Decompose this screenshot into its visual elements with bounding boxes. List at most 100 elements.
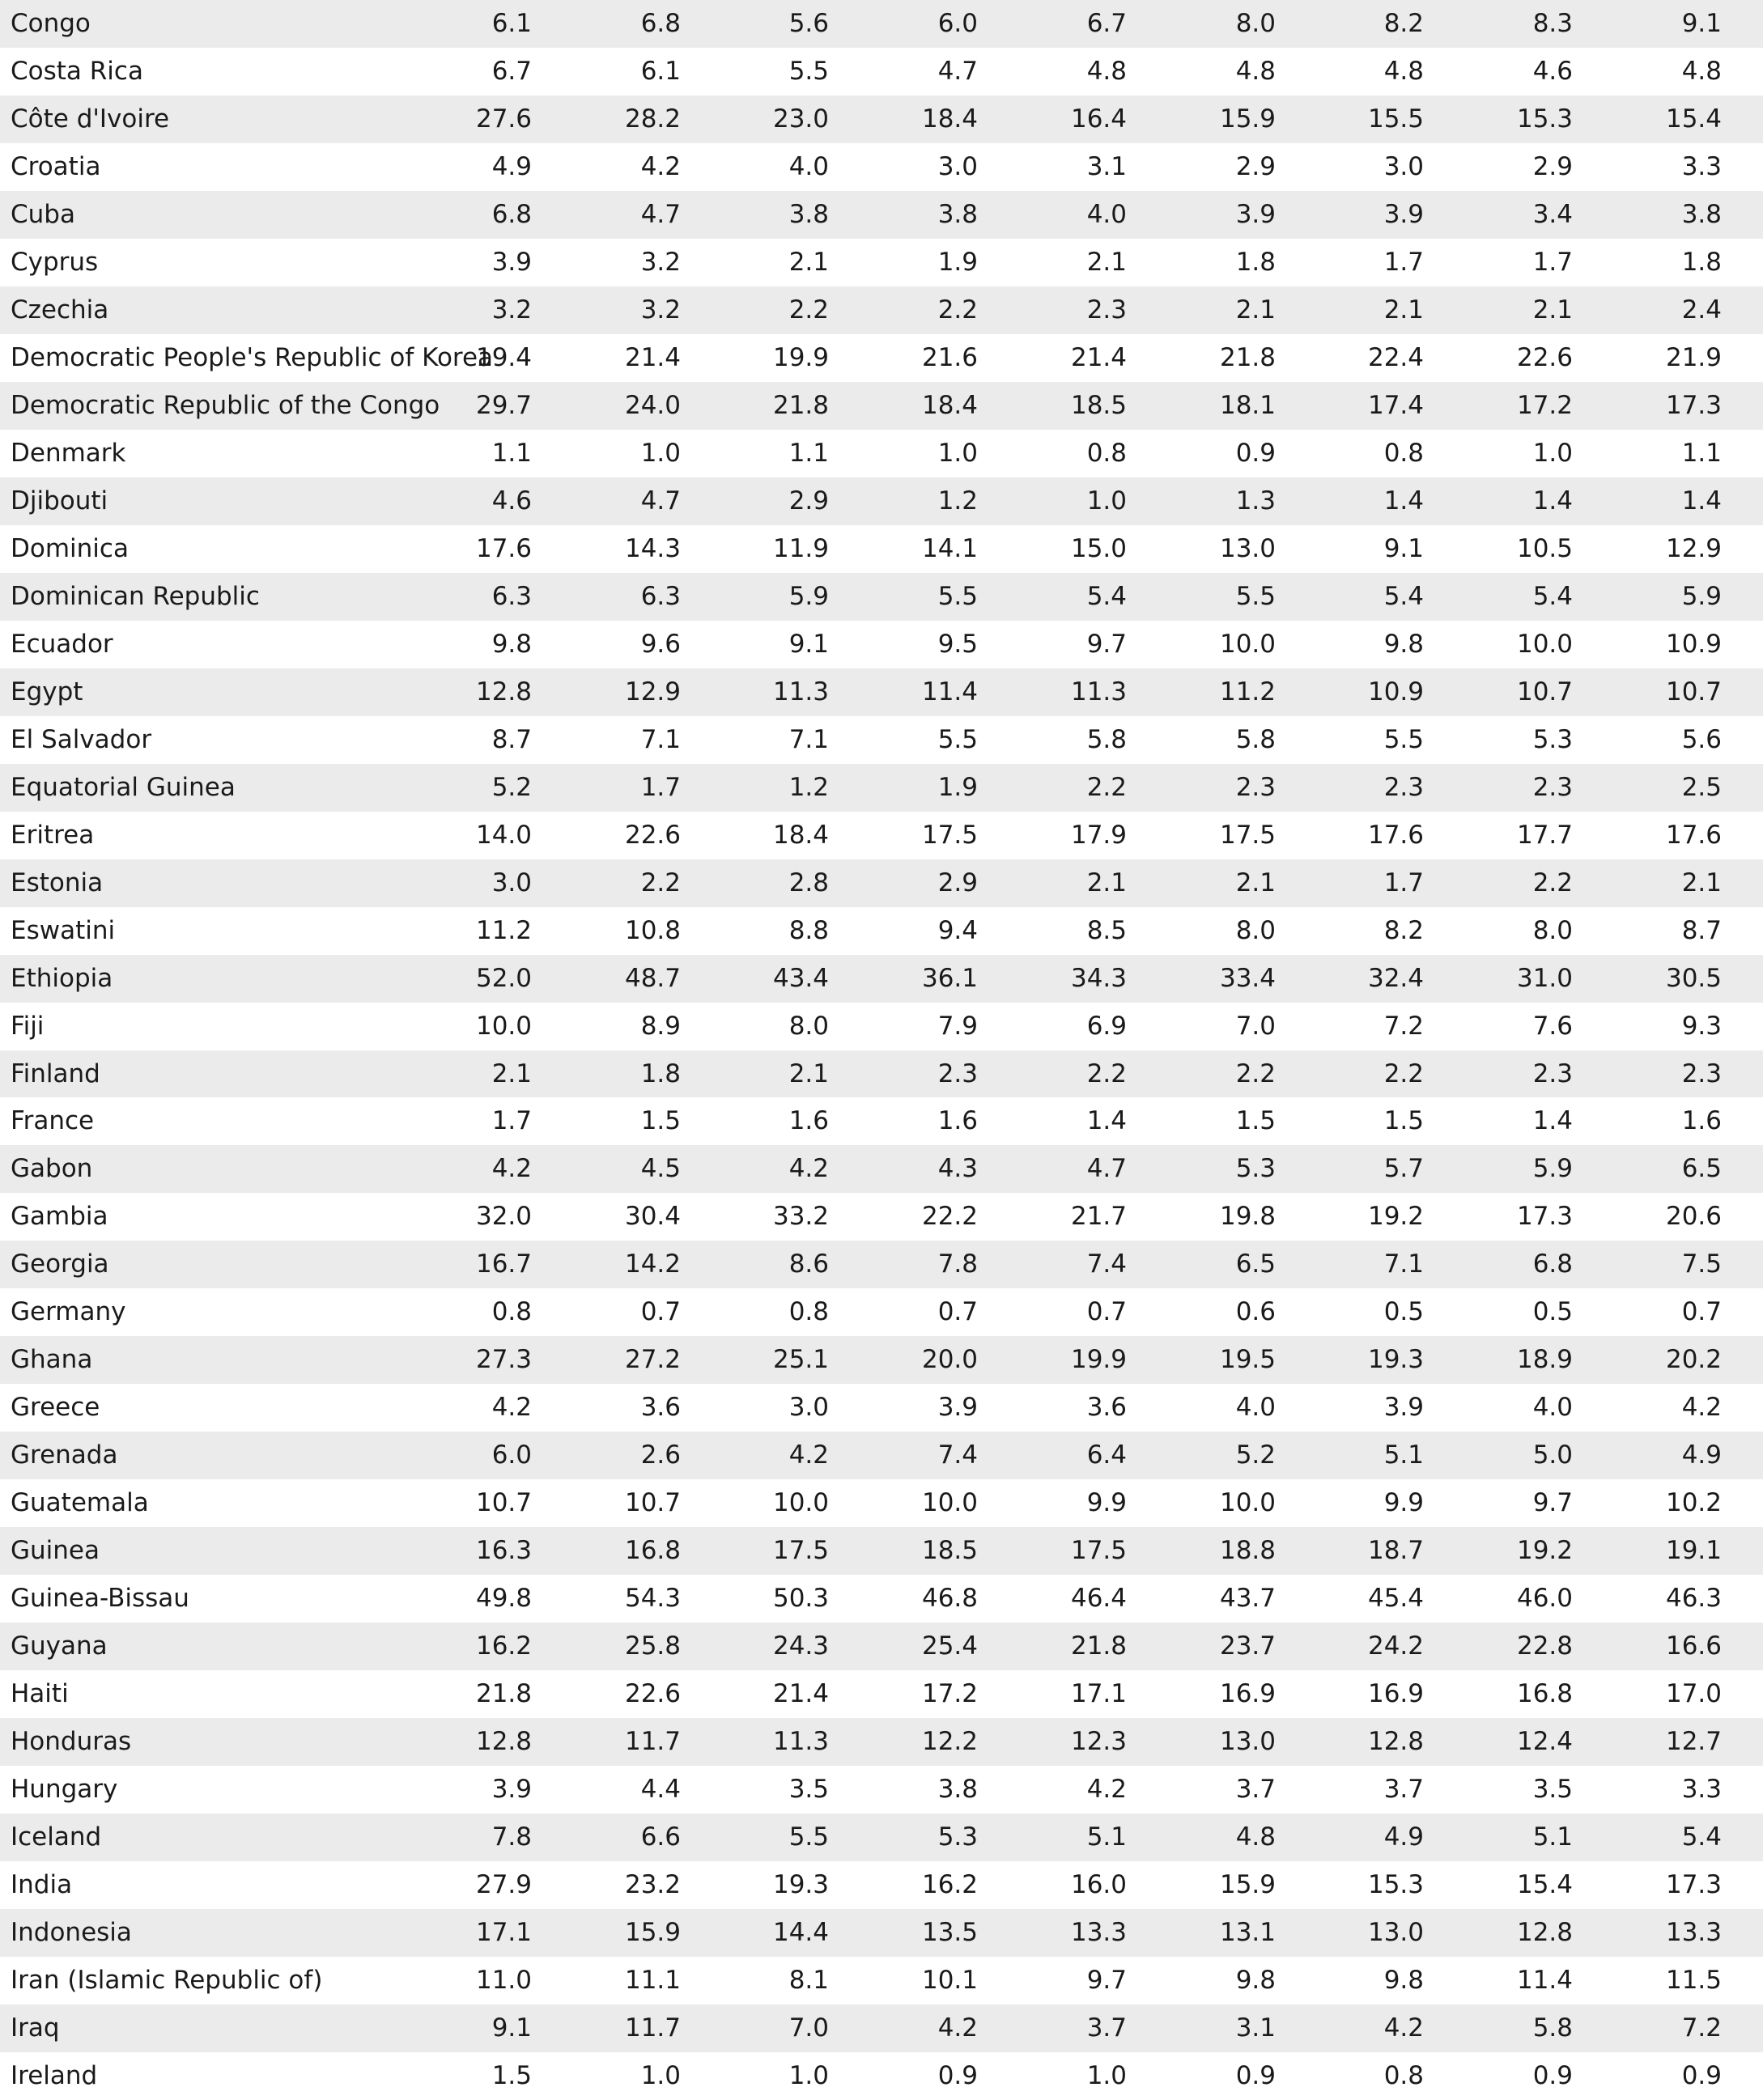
value-cell: 3.6	[1086, 1393, 1127, 1423]
value-cell: 14.4	[772, 1918, 829, 1948]
country-name: Djibouti	[11, 486, 108, 515]
value-cell: 3.2	[491, 295, 532, 325]
value-cell: 22.4	[1367, 342, 1424, 372]
value-cell: 32.0	[475, 1202, 532, 1232]
value-cell: 3.5	[788, 1775, 829, 1805]
value-cell: 21.6	[921, 342, 978, 372]
value-cell: 23.2	[624, 1870, 681, 1900]
value-cell: 5.5	[788, 1822, 829, 1852]
table-row: Côte d'Ivoire 27.6 28.2 23.0 18.4 16.4 15.9 15.…	[0, 95, 1763, 143]
value-cell: 4.2	[1681, 1393, 1722, 1423]
value-cell: 8.2	[1383, 9, 1424, 38]
value-cell: 46.4	[1070, 1584, 1127, 1614]
value-cell: 8.2	[1383, 915, 1424, 945]
country-name: Czechia	[11, 295, 109, 325]
country-name: Costa Rica	[11, 56, 143, 86]
value-cell: 2.2	[1532, 868, 1573, 897]
value-cell: 9.7	[1086, 629, 1127, 659]
country-name: Georgia	[11, 1249, 109, 1279]
value-cell: 0.7	[640, 1297, 681, 1327]
country-name: Ethiopia	[11, 963, 113, 993]
value-cell: 13.0	[1219, 533, 1276, 563]
table-row: Guatemala 10.7 10.7 10.0 10.0 9.9 10.0 9.9 9.7 10…	[0, 1479, 1763, 1527]
value-cell: 5.5	[788, 56, 829, 86]
value-cell: 10.7	[1516, 677, 1573, 706]
value-cell: 10.0	[772, 1488, 829, 1518]
value-cell: 10.8	[624, 915, 681, 945]
table-row: Iceland 7.8 6.6 5.5 5.3 5.1 4.8 4.9 5.1 5.4	[0, 1814, 1763, 1862]
value-cell: 17.0	[1665, 1679, 1722, 1709]
value-cell: 17.3	[1665, 1870, 1722, 1900]
value-cell: 6.1	[640, 56, 681, 86]
value-cell: 1.5	[640, 1106, 681, 1136]
value-cell: 2.8	[788, 868, 829, 897]
value-cell: 15.0	[1070, 533, 1127, 563]
value-cell: 21.4	[624, 342, 681, 372]
value-cell: 14.2	[624, 1249, 681, 1279]
value-cell: 5.5	[937, 581, 978, 611]
value-cell: 10.0	[921, 1488, 978, 1518]
value-cell: 45.4	[1367, 1584, 1424, 1614]
table-row: Iraq 9.1 11.7 7.0 4.2 3.7 3.1 4.2 5.8 7.2	[0, 2005, 1763, 2052]
table-row: Gabon 4.2 4.5 4.2 4.3 4.7 5.3 5.7 5.9 6.5	[0, 1145, 1763, 1194]
value-cell: 21.9	[1665, 342, 1722, 372]
value-cell: 23.0	[772, 104, 829, 134]
table-row: Guyana 16.2 25.8 24.3 25.4 21.8 23.7 24.2 22.8 16…	[0, 1623, 1763, 1671]
value-cell: 6.0	[937, 9, 978, 38]
value-cell: 48.7	[624, 963, 681, 993]
country-name: Haiti	[11, 1679, 69, 1709]
value-cell: 11.5	[1665, 1966, 1722, 1996]
value-cell: 19.3	[772, 1870, 829, 1900]
value-cell: 33.2	[772, 1202, 829, 1232]
value-cell: 10.7	[624, 1488, 681, 1518]
table-row: Croatia 4.9 4.2 4.0 3.0 3.1 2.9 3.0 2.9 3.3	[0, 143, 1763, 191]
value-cell: 2.9	[1532, 151, 1573, 181]
value-cell: 4.2	[491, 1393, 532, 1423]
value-cell: 1.6	[1681, 1106, 1722, 1136]
table-row: France 1.7 1.5 1.6 1.6 1.4 1.5 1.5 1.4 1.6	[0, 1097, 1763, 1145]
table-row: Congo 6.1 6.8 5.6 6.0 6.7 8.0 8.2 8.3 9.1	[0, 0, 1763, 48]
value-cell: 2.9	[1235, 151, 1276, 181]
value-cell: 5.5	[937, 724, 978, 754]
value-cell: 2.5	[1681, 772, 1722, 802]
country-name: Gabon	[11, 1154, 93, 1184]
value-cell: 5.8	[1086, 724, 1127, 754]
table-row: Djibouti 4.6 4.7 2.9 1.2 1.0 1.3 1.4 1.4 1.4	[0, 477, 1763, 525]
value-cell: 46.3	[1665, 1584, 1722, 1614]
value-cell: 1.1	[1681, 438, 1722, 468]
country-name: Iraq	[11, 2013, 60, 2043]
country-name: Ghana	[11, 1345, 93, 1375]
country-name: India	[11, 1870, 73, 1900]
value-cell: 2.3	[937, 1058, 978, 1088]
value-cell: 13.3	[1070, 1918, 1127, 1948]
value-cell: 4.2	[1086, 1775, 1127, 1805]
value-cell: 1.5	[491, 2061, 532, 2091]
value-cell: 3.2	[640, 247, 681, 277]
value-cell: 0.5	[1383, 1297, 1424, 1327]
value-cell: 19.8	[1219, 1202, 1276, 1232]
value-cell: 2.3	[1681, 1058, 1722, 1088]
value-cell: 3.9	[937, 1393, 978, 1423]
value-cell: 0.8	[1383, 2061, 1424, 2091]
value-cell: 11.3	[772, 677, 829, 706]
value-cell: 11.9	[772, 533, 829, 563]
value-cell: 5.5	[1235, 581, 1276, 611]
value-cell: 5.0	[1532, 1440, 1573, 1470]
country-name: El Salvador	[11, 724, 152, 754]
table-row: Hungary 3.9 4.4 3.5 3.8 4.2 3.7 3.7 3.5 3.3	[0, 1766, 1763, 1814]
value-cell: 12.7	[1665, 1727, 1722, 1757]
value-cell: 0.8	[788, 1297, 829, 1327]
value-cell: 21.4	[1070, 342, 1127, 372]
value-cell: 6.3	[640, 581, 681, 611]
country-name: Finland	[11, 1058, 100, 1088]
value-cell: 3.9	[1383, 1393, 1424, 1423]
value-cell: 9.6	[640, 629, 681, 659]
value-cell: 0.9	[1532, 2061, 1573, 2091]
value-cell: 23.7	[1219, 1631, 1276, 1661]
value-cell: 32.4	[1367, 963, 1424, 993]
value-cell: 4.8	[1235, 56, 1276, 86]
value-cell: 19.4	[475, 342, 532, 372]
value-cell: 22.6	[1516, 342, 1573, 372]
value-cell: 6.8	[640, 9, 681, 38]
value-cell: 2.1	[1532, 295, 1573, 325]
